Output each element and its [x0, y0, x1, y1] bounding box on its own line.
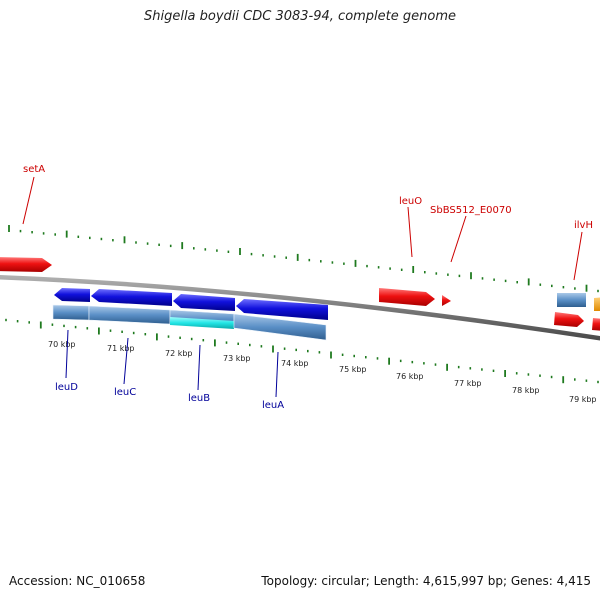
reverse-tick-row — [5, 318, 599, 384]
scale-label-72kbp: 72 kbp — [165, 349, 193, 358]
reverse-gene-arrow-leuC[interactable] — [91, 289, 172, 306]
reverse-gene-arrow-leuB[interactable] — [173, 294, 235, 311]
leader-leuD — [65, 329, 69, 379]
reverse-cds-leuA[interactable] — [233, 313, 327, 341]
forward-gene-arrow-setA[interactable] — [0, 257, 52, 272]
gene-label-leuA[interactable]: leuA — [262, 400, 284, 411]
gene-label-SbBS512_E0070[interactable]: SbBS512_E0070 — [430, 205, 512, 216]
reverse-gene-arrow-leuA[interactable] — [236, 299, 328, 320]
gene-label-setA[interactable]: setA — [23, 164, 45, 175]
genome-backbone — [0, 274, 600, 341]
gene-label-leuO[interactable]: leuO — [399, 196, 422, 207]
orange-feature[interactable] — [594, 297, 600, 311]
scale-label-75kbp: 75 kbp — [339, 365, 367, 374]
leader-leuA — [275, 351, 279, 398]
gene-label-leuC[interactable]: leuC — [114, 387, 136, 398]
forward-tick-row — [8, 225, 599, 293]
scale-labels: 70 kbp 71 kbp 72 kbp 73 kbp 74 kbp 75 kb… — [48, 340, 597, 404]
leader-ilvH — [573, 231, 583, 281]
genome-summary-text: Topology: circular; Length: 4,615,997 bp… — [261, 574, 591, 588]
forward-gene-arrow-leuO[interactable] — [379, 288, 435, 306]
leader-leuC — [123, 337, 129, 385]
scale-label-73kbp: 73 kbp — [223, 354, 251, 363]
map-title: Shigella boydii CDC 3083-94, complete ge… — [143, 9, 457, 24]
scale-label-79kbp: 79 kbp — [569, 395, 597, 404]
leader-leuO — [407, 206, 413, 258]
scale-label-74kbp: 74 kbp — [281, 359, 309, 368]
leader-leuB — [197, 344, 201, 391]
scale-label-76kbp: 76 kbp — [396, 372, 424, 381]
leader-SbBS512_E0070 — [450, 215, 467, 263]
scale-label-77kbp: 77 kbp — [454, 379, 482, 388]
gene-label-ilvH[interactable]: ilvH — [574, 220, 593, 231]
gene-label-leuD[interactable]: leuD — [55, 382, 78, 393]
forward-gene-arrow-SbBS512_E0070[interactable] — [442, 295, 451, 306]
reverse-gene-arrow-leuD[interactable] — [54, 288, 90, 302]
reverse-cds-leuB-highlight[interactable] — [170, 317, 234, 329]
forward-features — [0, 257, 600, 331]
reverse-features — [52, 288, 328, 341]
forward-gene-arrow-edge[interactable] — [592, 318, 600, 331]
label-leaders — [22, 176, 583, 398]
forward-cds-block[interactable] — [557, 293, 586, 307]
leader-setA — [22, 176, 35, 225]
reverse-cds-leuC[interactable] — [88, 305, 171, 325]
accession-text: Accession: NC_010658 — [9, 574, 146, 588]
reverse-cds-leuD[interactable] — [52, 304, 90, 321]
scale-label-78kbp: 78 kbp — [512, 386, 540, 395]
scale-label-70kbp: 70 kbp — [48, 340, 76, 349]
gene-labels: setA leuO SbBS512_E0070 ilvH leuD leuC l… — [23, 164, 593, 411]
forward-gene-arrow-ilvH[interactable] — [554, 312, 584, 327]
scale-label-71kbp: 71 kbp — [107, 344, 135, 353]
gene-label-leuB[interactable]: leuB — [188, 393, 210, 404]
